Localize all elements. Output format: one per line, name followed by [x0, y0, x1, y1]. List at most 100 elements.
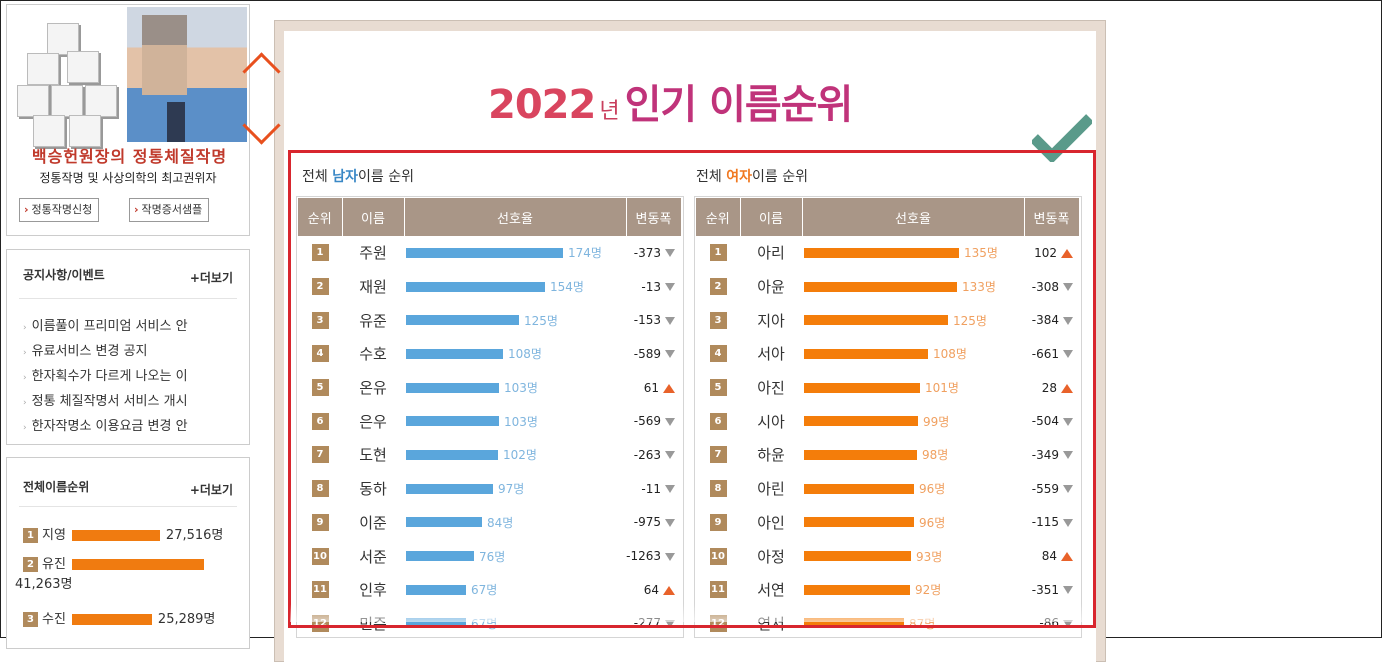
change-cell: -153 [626, 303, 681, 337]
col-name: 이름 [342, 198, 405, 236]
change-cell: -384 [1024, 303, 1079, 337]
male-title-suffix: 이름 순위 [357, 169, 414, 185]
female-table-body: 1 아리 135명 102 2 아윤 133명 -308 3 지아 125명 -384 4 서아 108명 -… [696, 236, 1079, 640]
female-table-header: 순위 이름 선호율 변동폭 [696, 198, 1080, 236]
overall-rank-item[interactable]: 3 수진 25,289명 [23, 608, 215, 627]
preference-bar [406, 281, 545, 292]
table-row: 1 주원 174명 -373 [298, 236, 681, 270]
rank-cell: 9 [298, 506, 342, 540]
overall-more-link[interactable]: +더보기 [189, 483, 233, 497]
preference-count: 154명 [550, 280, 584, 295]
rank-badge: 4 [709, 345, 727, 363]
change-cell: -11 [626, 472, 681, 506]
rank-badge: 10 [311, 547, 329, 565]
preference-bar [406, 618, 466, 629]
name-cell: 아리 [757, 244, 785, 263]
change-value: -373 [633, 245, 661, 260]
notice-more-link[interactable]: +더보기 [189, 271, 233, 285]
page-title-text: 인기 이름순위 [624, 82, 854, 128]
change-value: -384 [1031, 313, 1059, 328]
change-value: -975 [633, 515, 661, 530]
page-title: 2022 년 인기 이름순위 [488, 72, 854, 130]
notice-item-label: 한자작명소 이용요금 변경 안 [31, 419, 188, 434]
col-preference: 선호율 [802, 198, 1025, 236]
overall-rank-item[interactable]: 2 유진 41,263명 [15, 555, 238, 595]
male-section-title: 전체 남자이름 순위 [302, 166, 414, 186]
notice-item[interactable]: › 정통 체질작명서 서비스 개시 [23, 389, 243, 414]
preference-cell: 101명 [802, 371, 1024, 405]
female-title-suffix: 이름 순위 [751, 169, 808, 185]
preference-bar [804, 551, 911, 562]
down-arrow-icon [1063, 451, 1073, 460]
bullet-icon: › [23, 423, 27, 433]
preference-count: 125명 [524, 313, 558, 328]
preference-bar [406, 382, 499, 393]
table-row: 5 온유 103명 61 [298, 371, 681, 405]
rank-badge: 2 [311, 278, 329, 296]
down-arrow-icon [665, 316, 675, 325]
preference-cell: 98명 [802, 438, 1024, 472]
col-rank: 순위 [696, 198, 741, 236]
overall-rank-item[interactable]: 1 지영 27,516명 [23, 524, 223, 543]
rank-badge: 8 [311, 480, 329, 498]
change-value: 61 [643, 380, 659, 395]
preference-bar [804, 449, 917, 460]
certificate-sample-label: 작명증서샘플 [141, 203, 203, 216]
rank-badge: 2 [709, 278, 727, 296]
rank-badge: 10 [709, 547, 727, 565]
rank-badge: 7 [311, 446, 329, 464]
rank-badge: 3 [23, 612, 38, 627]
preference-bar [406, 517, 482, 528]
rank-cell: 6 [298, 404, 342, 438]
overall-name: 수진 [42, 612, 66, 627]
preference-count: 96명 [919, 515, 946, 530]
down-arrow-icon [1063, 518, 1073, 527]
scroll-fade [290, 604, 1090, 622]
certificate-sample-button[interactable]: › 작명증서샘플 [129, 198, 210, 222]
preference-count: 108명 [933, 347, 967, 362]
change-cell: 28 [1024, 371, 1079, 405]
preference-count: 103명 [504, 414, 538, 429]
preference-cell: 135명 [802, 236, 1024, 270]
rank-cell: 4 [298, 337, 342, 371]
down-arrow-icon [665, 417, 675, 426]
notice-item[interactable]: › 한자작명소 이용요금 변경 안 [23, 414, 243, 439]
up-arrow-icon [663, 383, 675, 393]
table-row: 6 은우 103명 -569 [298, 404, 681, 438]
col-change: 변동폭 [1024, 198, 1080, 236]
notice-item[interactable]: › 유료서비스 변경 공지 [23, 339, 243, 364]
down-arrow-icon [1063, 619, 1073, 628]
preference-count: 84명 [487, 515, 514, 530]
divider [19, 506, 237, 507]
preference-count: 67명 [471, 583, 498, 598]
notice-item[interactable]: › 이름풀이 프리미엄 서비스 안 [23, 314, 243, 339]
notice-item[interactable]: › 한자획수가 다르게 나오는 이 [23, 364, 243, 389]
promo-banner[interactable]: 백승헌원장의 정통체질작명 정통작명 및 사상의학의 최고권위자 › 정통작명신청… [6, 4, 250, 236]
preference-bar [804, 315, 948, 326]
col-rank: 순위 [298, 198, 343, 236]
preference-bar [406, 551, 474, 562]
promo-tagline: 정통작명 및 사상의학의 최고권위자 [39, 171, 217, 185]
name-cell: 유준 [359, 311, 387, 330]
apply-naming-button[interactable]: › 정통작명신청 [19, 198, 100, 222]
rank-badge: 1 [709, 244, 727, 262]
preference-cell: 92명 [802, 573, 1024, 607]
page-title-year-suffix: 년 [599, 99, 619, 124]
down-arrow-icon [1063, 283, 1073, 292]
arrow-right-icon: › [134, 203, 139, 216]
change-cell: -559 [1024, 472, 1079, 506]
hanja-cubes-image [17, 23, 127, 147]
rank-cell: 11 [696, 573, 740, 607]
overall-count: 27,516명 [165, 528, 224, 543]
preference-cell: 174명 [404, 236, 626, 270]
down-arrow-icon [665, 350, 675, 359]
preference-bar [406, 247, 563, 258]
preference-bar [406, 348, 503, 359]
col-name: 이름 [740, 198, 803, 236]
table-row: 10 서준 76명 -1263 [298, 539, 681, 573]
preference-cell: 97명 [404, 472, 626, 506]
table-row: 11 서연 92명 -351 [696, 573, 1079, 607]
preference-bar [406, 584, 466, 595]
notice-title: 공지사항/이벤트 [23, 268, 105, 282]
change-value: 64 [643, 582, 659, 597]
